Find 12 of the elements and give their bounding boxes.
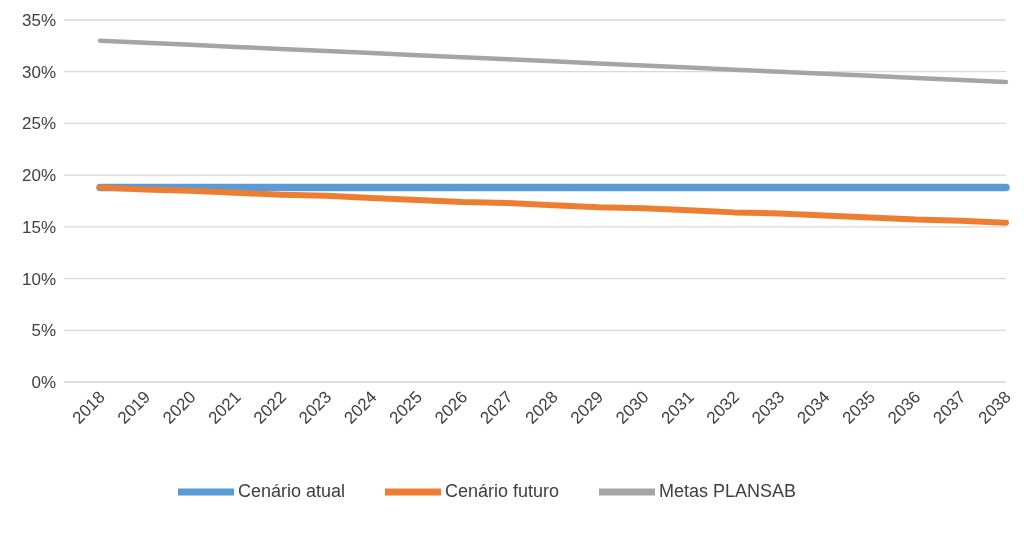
- y-tick-label: 25%: [21, 114, 56, 134]
- y-tick-label: 35%: [21, 11, 56, 31]
- line-series: [97, 38, 1009, 85]
- legend-label: Cenário atual: [237, 480, 345, 501]
- y-tick-label: 15%: [21, 217, 56, 237]
- y-tick-label: 30%: [21, 62, 56, 82]
- y-tick-label: 20%: [21, 166, 56, 186]
- y-tick-label: 0%: [31, 373, 56, 393]
- legend-label: Metas PLANSAB: [659, 480, 797, 501]
- y-tick-label: 10%: [21, 269, 56, 289]
- legend-label: Cenário futuro: [444, 480, 560, 501]
- y-tick-label: 5%: [31, 321, 56, 341]
